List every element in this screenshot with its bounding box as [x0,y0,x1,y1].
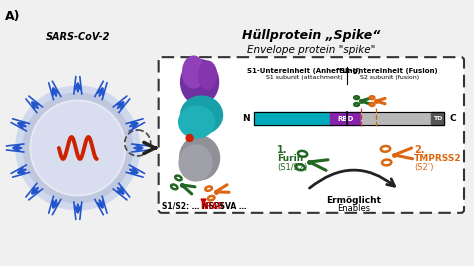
Text: SVA …: SVA … [217,202,246,211]
Text: RBD: RBD [337,115,354,122]
Ellipse shape [179,145,212,181]
Text: Envelope protein "spike": Envelope protein "spike" [247,45,375,55]
Circle shape [26,96,130,200]
Ellipse shape [181,96,222,134]
Bar [361,112,431,125]
Text: S2 subunit (fusion): S2 subunit (fusion) [360,75,419,80]
Text: (S2’): (S2’) [414,163,434,172]
Circle shape [186,135,193,142]
Text: (S1/S2): (S1/S2) [277,163,308,172]
FancyArrowPatch shape [310,170,394,188]
Text: S1-Untereinheit (Anheftung): S1-Untereinheit (Anheftung) [247,68,361,74]
Text: C: C [449,114,456,123]
Text: S2-Untereinheit (Fusion): S2-Untereinheit (Fusion) [340,68,438,74]
Text: Ermöglicht: Ermöglicht [326,196,381,205]
Text: S1/S2: … NSP: S1/S2: … NSP [162,202,219,211]
Text: 2.: 2. [414,145,425,155]
Text: Hüllprotein „Spike“: Hüllprotein „Spike“ [242,29,381,42]
Ellipse shape [199,61,217,89]
Bar [431,112,444,125]
Circle shape [32,102,124,194]
Text: TMPRSS2: TMPRSS2 [414,154,462,163]
Bar [255,112,444,125]
Ellipse shape [180,136,219,180]
Text: S1 subunit (attachment): S1 subunit (attachment) [266,75,343,80]
Text: A): A) [5,10,20,23]
Text: SARS-CoV-2: SARS-CoV-2 [46,32,110,42]
Text: N: N [242,114,249,123]
Ellipse shape [181,60,219,105]
FancyBboxPatch shape [159,57,464,213]
Ellipse shape [182,56,205,88]
Bar [255,112,330,125]
Circle shape [16,86,140,210]
Bar [330,112,361,125]
Ellipse shape [179,106,215,138]
Text: 1.: 1. [277,145,288,155]
Text: TD: TD [433,116,442,121]
Text: Enables: Enables [337,204,370,213]
Text: Furin: Furin [277,154,304,163]
Text: RRAR: RRAR [201,202,224,211]
